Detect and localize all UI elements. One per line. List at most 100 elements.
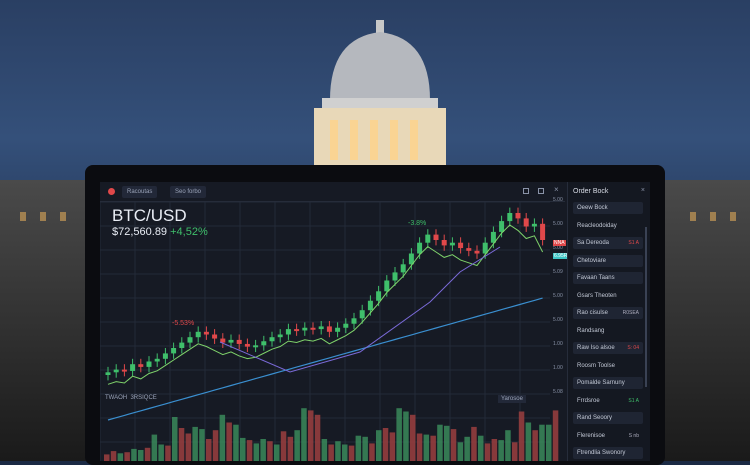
item-label: Flerenisoe <box>577 432 606 439</box>
volume-bar <box>498 440 504 461</box>
volume-bar <box>267 441 273 461</box>
candle <box>146 361 152 367</box>
volume-bar <box>450 429 457 461</box>
volume-bar <box>444 425 450 461</box>
copy-icon[interactable] <box>538 188 544 194</box>
moving-average-slow <box>107 297 543 421</box>
order-book-item[interactable]: Chetoviare <box>573 254 643 267</box>
order-book-item[interactable]: Gsars Theoten <box>573 290 643 302</box>
ticker-price: $72,560.89 +4,52% <box>112 226 208 238</box>
record-icon[interactable] <box>108 188 115 195</box>
close-icon[interactable]: × <box>554 185 559 194</box>
candle <box>531 223 537 227</box>
order-book-item[interactable]: Rand Seoory <box>573 412 643 424</box>
building-window <box>690 212 696 221</box>
volume-label: TWAOH <box>105 395 128 401</box>
volume-bar <box>389 432 396 461</box>
square-icon[interactable] <box>523 188 529 194</box>
item-label: Rao cisulse <box>577 310 609 316</box>
axis-label: 5.00 <box>553 221 563 227</box>
candle <box>269 337 275 342</box>
price-value: $72,560.89 <box>112 226 168 238</box>
order-book-item[interactable]: Favaan Taans <box>573 272 643 284</box>
volume-bar <box>199 429 205 461</box>
building-right <box>664 180 750 461</box>
building-window <box>710 212 716 221</box>
volume-bar <box>185 433 192 461</box>
volume-bar <box>478 435 484 461</box>
item-value: S1 A <box>628 397 639 404</box>
volume-bar <box>158 444 164 461</box>
volume-bar <box>246 440 253 461</box>
order-book-item[interactable]: Rao cisulse R0SEA <box>573 307 643 319</box>
item-label: Sa Dereoda <box>577 240 610 246</box>
order-book-item[interactable]: Sa Dereoda S1 A <box>573 237 643 249</box>
volume-bar <box>416 433 423 461</box>
candle <box>236 339 242 344</box>
order-book-item[interactable]: Raw Iso alsoe S: 04 <box>573 342 643 354</box>
candle <box>376 291 382 301</box>
candle <box>367 300 373 311</box>
order-book-item[interactable]: Frrdsroe S1 A <box>573 395 643 407</box>
high-annotation: -3.8% <box>408 220 427 227</box>
price-tag: NNA <box>553 240 566 246</box>
candle <box>310 327 316 330</box>
volume-button[interactable]: Yarosoe <box>498 395 526 403</box>
volume-bar <box>206 439 212 461</box>
candle <box>195 331 201 338</box>
tab-1[interactable]: Seo forbo <box>170 186 207 198</box>
order-book-item[interactable]: Oeew Bock <box>573 202 643 214</box>
axis-label: 5.00 <box>553 245 563 251</box>
building-left <box>0 180 86 461</box>
capitol-dome <box>314 20 446 170</box>
item-value: S1 A <box>628 240 639 246</box>
price-change: +4,52% <box>170 226 208 238</box>
order-book-item[interactable]: Flerenisoe S nb <box>573 430 643 442</box>
candle <box>277 334 283 338</box>
candle <box>425 234 431 243</box>
moving-average-fast <box>107 224 544 385</box>
tab-0[interactable]: Racoutas <box>122 186 158 198</box>
volume-bar <box>287 436 294 461</box>
candle <box>482 242 488 254</box>
item-value: S nb <box>628 432 639 439</box>
volume-bar <box>212 430 219 461</box>
candle <box>130 364 136 371</box>
volume-bar <box>525 422 532 461</box>
candle <box>384 280 390 292</box>
volume-bar <box>342 444 348 461</box>
volume-bar <box>382 428 389 461</box>
candle <box>343 323 349 328</box>
volume-bar <box>362 436 368 461</box>
volume-bar <box>518 411 525 461</box>
scrollbar[interactable] <box>645 227 647 387</box>
order-book-item[interactable]: Ftrendlia Swonory <box>573 447 643 459</box>
volume-bar <box>314 414 321 461</box>
axis-label: 5.00 <box>553 197 563 203</box>
order-book-item[interactable]: Reacleodoiday <box>573 220 643 232</box>
close-icon[interactable]: × <box>640 187 645 194</box>
volume-bar <box>505 430 511 461</box>
candle <box>335 327 341 332</box>
order-book-item[interactable]: Roosm Toolse <box>573 360 643 372</box>
volume-bar <box>124 452 130 461</box>
candle <box>162 353 168 359</box>
order-book-item[interactable]: Randsang <box>573 325 643 337</box>
volume-bar <box>165 445 171 461</box>
volume-bar <box>110 451 117 461</box>
order-book-item[interactable]: Pomalde Sarnuny <box>573 377 643 389</box>
volume-bar <box>151 434 158 461</box>
candle <box>458 242 464 249</box>
volume-bar <box>539 424 545 461</box>
volume-bar <box>512 442 518 461</box>
volume-bar <box>491 439 498 461</box>
item-label: Gsars Theoten <box>577 292 617 299</box>
order-book-title: Order Bock <box>573 188 609 195</box>
candle <box>449 242 455 246</box>
volume-bar <box>484 443 491 461</box>
volume-bar <box>464 436 470 461</box>
price-chart[interactable] <box>100 202 565 461</box>
volume-bar <box>240 437 246 461</box>
volume-toolbar: TWAOH 3RSIQCE <box>105 395 157 401</box>
volume-bar <box>552 410 559 461</box>
